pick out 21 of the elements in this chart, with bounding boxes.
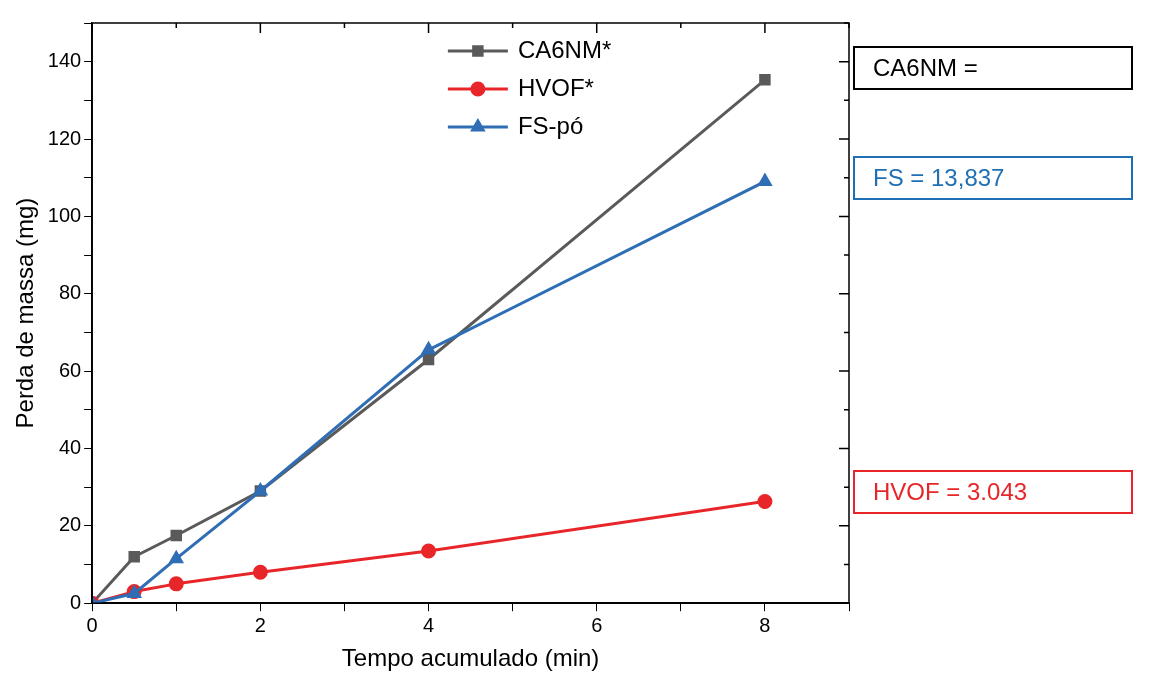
y-tick-label: 80 bbox=[58, 281, 82, 304]
text: CA6NM = bbox=[853, 46, 1133, 90]
x-tick-label: 2 bbox=[254, 613, 266, 636]
y-tick-label: 120 bbox=[47, 126, 82, 149]
y-tick-label: 0 bbox=[70, 590, 82, 613]
legend-label: HVOF* bbox=[517, 73, 594, 101]
legend-label: CA6NM* bbox=[517, 35, 612, 63]
x-tick-label: 0 bbox=[86, 613, 98, 636]
y-tick-label: 60 bbox=[58, 358, 82, 381]
y-tick-label: 20 bbox=[58, 513, 82, 536]
x-axis-title: Tempo acumulado (min) bbox=[341, 644, 600, 672]
x-tick-label: 8 bbox=[759, 613, 771, 636]
y-tick-label: 100 bbox=[47, 203, 82, 226]
y-axis-title: Perda de massa (mg) bbox=[11, 197, 39, 429]
y-tick-label: 140 bbox=[47, 49, 82, 72]
text: HVOF = 3.043 bbox=[853, 470, 1133, 514]
legend-label: FS-pó bbox=[517, 111, 584, 139]
x-tick-label: 6 bbox=[591, 613, 603, 636]
text: FS = 13,837 bbox=[853, 156, 1133, 200]
y-tick-label: 40 bbox=[58, 436, 82, 458]
x-tick-label: 4 bbox=[422, 613, 435, 636]
